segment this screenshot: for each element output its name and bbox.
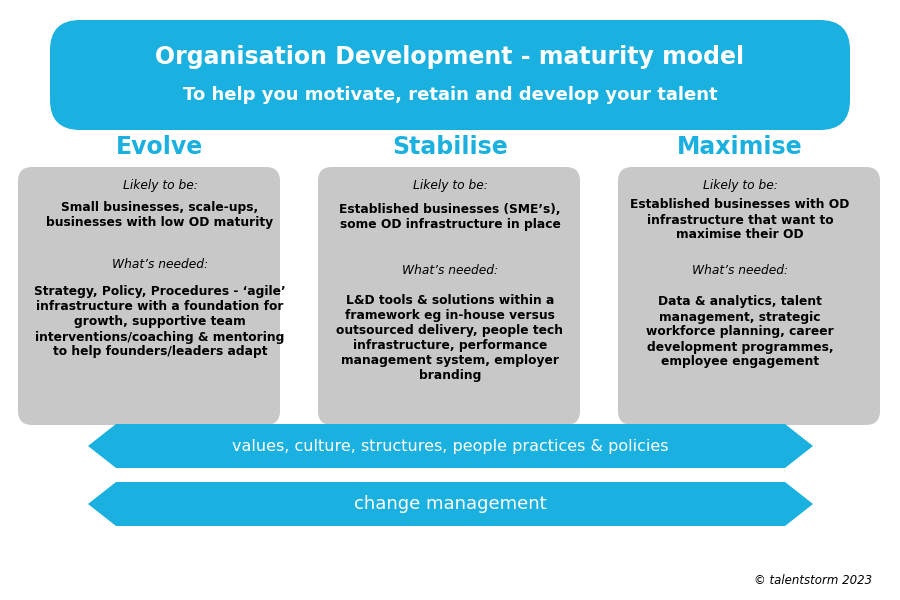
- FancyBboxPatch shape: [318, 167, 580, 425]
- Text: Likely to be:: Likely to be:: [703, 179, 778, 191]
- Text: Small businesses, scale-ups,
businesses with low OD maturity: Small businesses, scale-ups, businesses …: [47, 201, 274, 229]
- Text: © talentstorm 2023: © talentstorm 2023: [754, 574, 872, 587]
- Text: Strategy, Policy, Procedures - ‘agile’
infrastructure with a foundation for
grow: Strategy, Policy, Procedures - ‘agile’ i…: [34, 286, 286, 358]
- Text: Stabilise: Stabilise: [392, 135, 508, 159]
- Text: Maximise: Maximise: [677, 135, 803, 159]
- Text: To help you motivate, retain and develop your talent: To help you motivate, retain and develop…: [183, 86, 717, 104]
- Text: L&D tools & solutions within a
framework eg in-house versus
outsourced delivery,: L&D tools & solutions within a framework…: [337, 294, 563, 382]
- FancyBboxPatch shape: [618, 167, 880, 425]
- Text: values, culture, structures, people practices & policies: values, culture, structures, people prac…: [232, 439, 668, 454]
- Text: change management: change management: [354, 495, 546, 513]
- Text: Data & analytics, talent
management, strategic
workforce planning, career
develo: Data & analytics, talent management, str…: [646, 295, 834, 368]
- Text: Established businesses with OD
infrastructure that want to
maximise their OD: Established businesses with OD infrastru…: [630, 199, 850, 241]
- FancyBboxPatch shape: [18, 167, 280, 425]
- Text: Organisation Development - maturity model: Organisation Development - maturity mode…: [156, 45, 744, 69]
- Polygon shape: [88, 482, 813, 526]
- FancyBboxPatch shape: [50, 20, 850, 130]
- Text: What’s needed:: What’s needed:: [402, 263, 498, 277]
- Text: Evolve: Evolve: [116, 135, 203, 159]
- Text: What’s needed:: What’s needed:: [692, 263, 788, 277]
- Text: Established businesses (SME’s),
some OD infrastructure in place: Established businesses (SME’s), some OD …: [339, 203, 561, 231]
- Text: What’s needed:: What’s needed:: [112, 259, 208, 271]
- Polygon shape: [88, 424, 813, 468]
- Text: Likely to be:: Likely to be:: [412, 179, 488, 191]
- Text: Likely to be:: Likely to be:: [122, 179, 197, 191]
